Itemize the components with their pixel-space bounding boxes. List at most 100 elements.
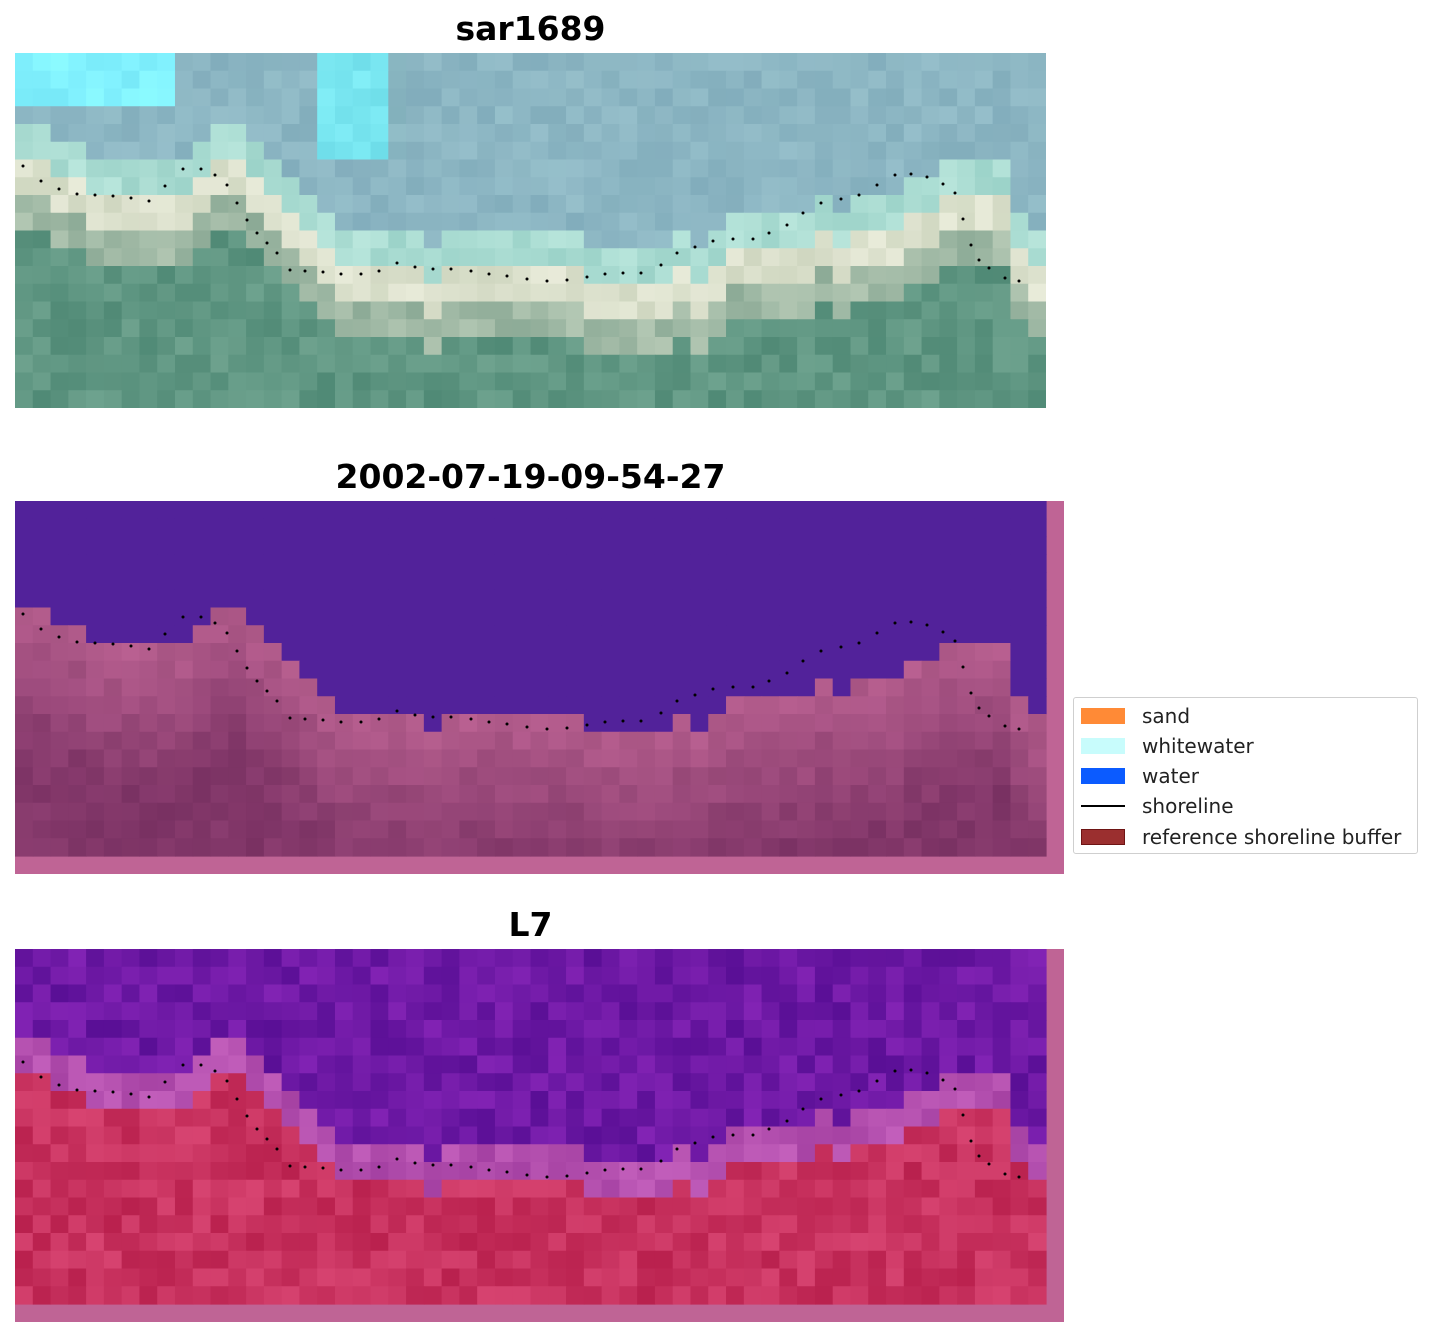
- shoreline-point: [819, 201, 823, 205]
- shoreline-point: [525, 1173, 529, 1177]
- shoreline-point: [1003, 276, 1007, 280]
- shoreline-point: [875, 1079, 879, 1083]
- shoreline-point: [275, 251, 279, 255]
- satellite-rgb-image: [15, 53, 1046, 408]
- shoreline-point: [245, 218, 249, 222]
- shoreline-point: [969, 691, 973, 695]
- shoreline-point: [395, 1157, 399, 1161]
- shoreline-point: [431, 267, 435, 271]
- shoreline-point: [767, 679, 771, 683]
- shoreline-point: [359, 720, 363, 724]
- shoreline-point: [525, 725, 529, 729]
- shoreline-point: [953, 639, 957, 643]
- shoreline-point: [199, 615, 203, 619]
- shoreline-point: [751, 685, 755, 689]
- shoreline-point: [487, 720, 491, 724]
- shoreline-point: [147, 647, 151, 651]
- shoreline-point: [839, 197, 843, 201]
- shoreline-point: [265, 1137, 269, 1141]
- shoreline-point: [377, 269, 381, 273]
- shoreline-point: [801, 659, 805, 663]
- shoreline-point: [545, 279, 549, 283]
- shoreline-point: [181, 615, 185, 619]
- shoreline-point: [731, 1133, 735, 1137]
- shoreline-point: [711, 1135, 715, 1139]
- panel-title-sar1689: sar1689: [455, 9, 606, 48]
- shoreline-point: [395, 261, 399, 265]
- shoreline-point: [585, 723, 589, 727]
- shoreline-point: [711, 239, 715, 243]
- shoreline-point: [93, 641, 97, 645]
- shoreline-point: [288, 716, 292, 720]
- shoreline-point: [711, 687, 715, 691]
- shoreline-point: [857, 1089, 861, 1093]
- shoreline-point: [163, 184, 167, 188]
- shoreline-point: [75, 640, 79, 644]
- shoreline-points: [21, 1060, 1021, 1179]
- shoreline-point: [675, 699, 679, 703]
- shoreline-point: [785, 671, 789, 675]
- shoreline-point: [303, 269, 307, 273]
- shoreline-point: [875, 183, 879, 187]
- shoreline-point: [565, 278, 569, 282]
- whitewater-swatch: [1081, 738, 1125, 754]
- shoreline-point: [303, 1165, 307, 1169]
- shoreline-point: [57, 187, 61, 191]
- shoreline-point: [639, 271, 643, 275]
- shoreline-point: [693, 245, 697, 249]
- shoreline-point: [147, 1095, 151, 1099]
- shoreline-point: [288, 268, 292, 272]
- legend-item-shoreline: shoreline: [1081, 794, 1234, 818]
- legend-label: shoreline: [1142, 794, 1234, 818]
- shoreline-point: [675, 251, 679, 255]
- shoreline-point: [953, 191, 957, 195]
- pixel-grid: [15, 53, 1046, 408]
- shoreline-point: [565, 1174, 569, 1178]
- pixel-grid: [15, 949, 1047, 1305]
- shoreline-point: [39, 1075, 43, 1079]
- shoreline-point: [487, 1168, 491, 1172]
- shoreline-point: [21, 164, 25, 168]
- shoreline-point: [75, 192, 79, 196]
- shoreline-point: [621, 719, 625, 723]
- satellite-rgb-raster: [15, 53, 1046, 408]
- shoreline-point: [377, 717, 381, 721]
- shoreline-point: [377, 1165, 381, 1169]
- shoreline-point: [275, 1147, 279, 1151]
- legend-item-water: water: [1081, 764, 1199, 788]
- legend-item-reference-buffer: reference shoreline buffer: [1081, 825, 1401, 849]
- shoreline-point: [1017, 1175, 1021, 1179]
- legend-label: whitewater: [1142, 734, 1254, 758]
- shoreline-point: [819, 649, 823, 653]
- shoreline-point: [39, 627, 43, 631]
- shoreline-point: [255, 231, 259, 235]
- water-swatch: [1081, 768, 1125, 784]
- buffer-swatch: [1081, 829, 1125, 845]
- shoreline-point: [181, 1063, 185, 1067]
- shoreline-point: [225, 631, 229, 635]
- shoreline-point: [693, 1141, 697, 1145]
- shoreline-point: [925, 623, 929, 627]
- shoreline-point: [449, 715, 453, 719]
- shoreline-point: [1003, 724, 1007, 728]
- shoreline-point: [961, 1113, 965, 1117]
- shoreline-point: [339, 1168, 343, 1172]
- shoreline-point: [449, 267, 453, 271]
- shoreline-point: [525, 277, 529, 281]
- legend-label: sand: [1142, 704, 1191, 728]
- shoreline-point: [961, 217, 965, 221]
- shoreline-point: [359, 272, 363, 276]
- shoreline-point: [21, 1060, 25, 1064]
- shoreline-point: [893, 173, 897, 177]
- shoreline-point: [659, 263, 663, 267]
- shoreline-point: [199, 1063, 203, 1067]
- shoreline-point: [213, 621, 217, 625]
- legend-item-whitewater: whitewater: [1081, 734, 1254, 758]
- shoreline-point: [245, 1114, 249, 1118]
- shoreline-point: [731, 237, 735, 241]
- shoreline-point: [163, 1080, 167, 1084]
- shoreline-point: [925, 1071, 929, 1075]
- shoreline-point: [801, 211, 805, 215]
- shoreline-point: [111, 194, 115, 198]
- shoreline-point: [111, 1090, 115, 1094]
